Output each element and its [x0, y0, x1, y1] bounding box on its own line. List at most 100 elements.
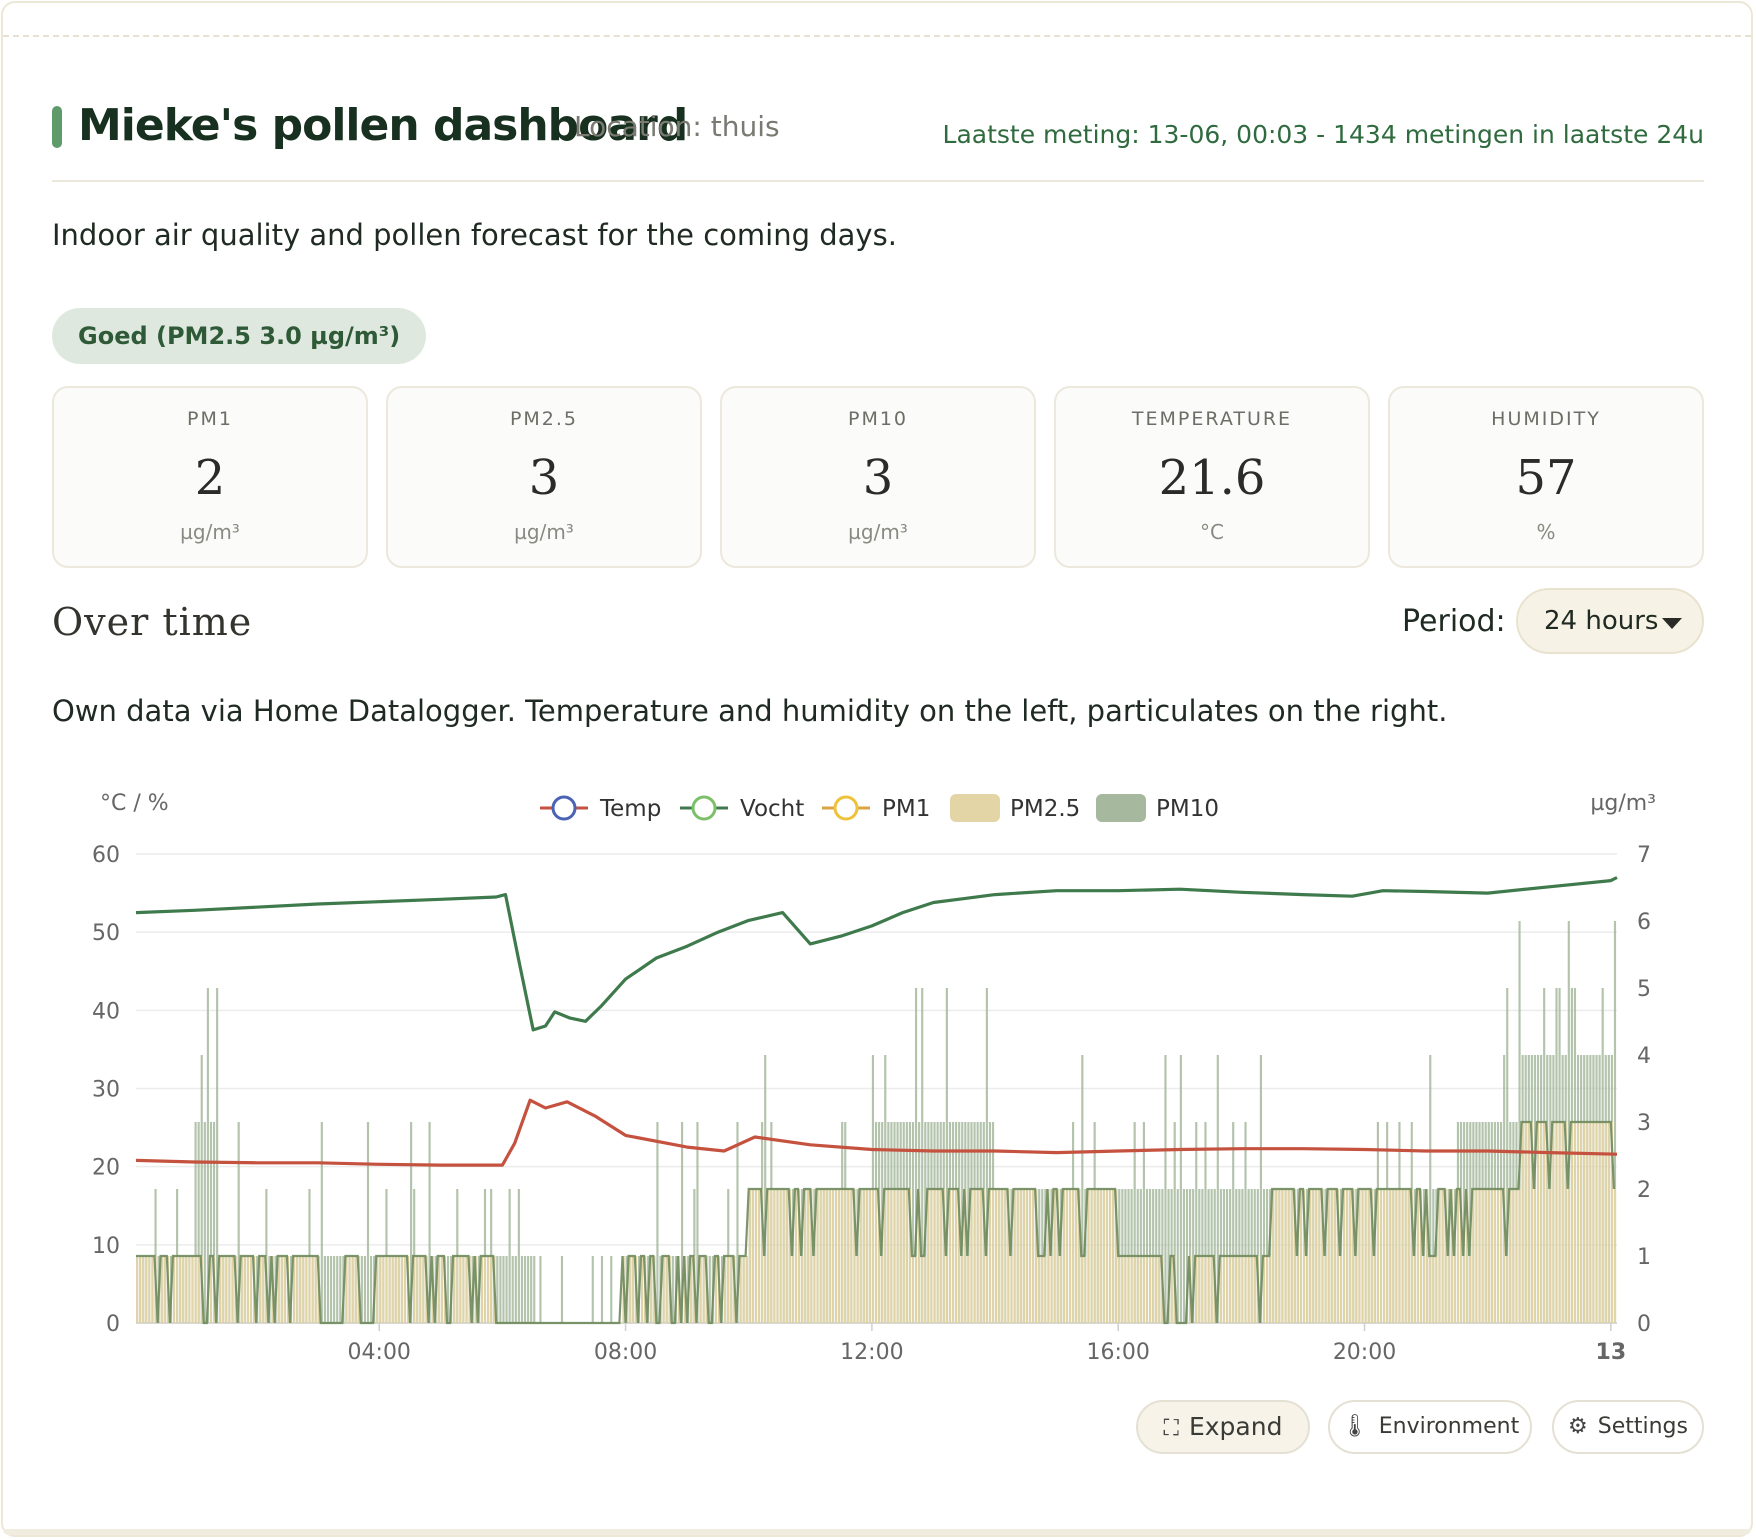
pm25-bar: [714, 1256, 718, 1323]
pm25-bar: [948, 1189, 952, 1323]
pm25-bar: [757, 1189, 761, 1323]
pm25-bar: [1370, 1189, 1373, 1323]
legend-item-pm25[interactable]: PM2.5: [950, 794, 1080, 822]
pm25-bar: [465, 1256, 468, 1323]
y-left-tick-label: 50: [92, 921, 120, 946]
y-left-axis-title: °C / %: [100, 791, 169, 816]
pm25-bar: [841, 1189, 844, 1323]
pm10-bar: [533, 1256, 536, 1323]
pm10-bar: [1232, 1122, 1235, 1323]
bottom-edge: [3, 1529, 1751, 1535]
pm25-bar: [1152, 1256, 1155, 1323]
metric-card-pm1: PM1 2 µg/m³: [52, 386, 368, 568]
pm10-bar: [1259, 1055, 1262, 1323]
legend-item-pm1[interactable]: PM1: [822, 795, 930, 822]
pm25-bar: [730, 1256, 733, 1323]
pm25-bar: [296, 1256, 299, 1323]
pm25-bar: [665, 1256, 668, 1323]
pm10-bar: [499, 1256, 502, 1323]
x-tick-label: 04:00: [348, 1340, 411, 1360]
pm25-bar: [951, 1189, 955, 1323]
legend-label: PM10: [1156, 796, 1219, 822]
pm25-bar: [650, 1256, 653, 1323]
pm25-bar: [751, 1189, 754, 1323]
legend-item-vocht[interactable]: Vocht: [680, 795, 804, 822]
pm25-bar: [1598, 1122, 1601, 1323]
pm10-bar: [1164, 1055, 1167, 1323]
pm25-bar: [1272, 1189, 1275, 1323]
metric-unit: µg/m³: [848, 520, 908, 544]
y-right-tick-label: 6: [1637, 910, 1651, 935]
pm25-bar: [1536, 1122, 1540, 1323]
pm25-bar: [209, 1256, 213, 1323]
pm25-bar: [628, 1256, 631, 1323]
pm25-bar: [1404, 1189, 1407, 1323]
pm25-bar: [942, 1189, 945, 1323]
pm25-bar: [810, 1189, 813, 1323]
pm10-bar: [428, 1122, 431, 1323]
period-select[interactable]: 24 hours: [1516, 588, 1704, 654]
series-line-temp: [135, 1098, 1618, 1167]
pm25-bar: [844, 1189, 847, 1323]
pm25-bar: [1515, 1189, 1518, 1323]
pm25-bar: [973, 1189, 976, 1323]
pm25-bar: [1586, 1122, 1589, 1323]
pm25-bar: [1287, 1189, 1290, 1323]
pm25-bar: [459, 1256, 462, 1323]
pm25-bar: [1506, 1256, 1509, 1323]
pm25-bar: [456, 1256, 459, 1323]
title-accent-bar: [52, 106, 62, 148]
pm25-bar: [1429, 1256, 1432, 1323]
pm25-bar: [240, 1256, 243, 1323]
pm10-bar: [985, 988, 988, 1323]
environment-button[interactable]: 🌡 Environment: [1328, 1400, 1532, 1454]
pm25-bar: [299, 1256, 302, 1323]
x-tick-label: 20:00: [1333, 1340, 1396, 1360]
pm25-bar: [1309, 1189, 1312, 1323]
pm25-bar: [403, 1256, 407, 1323]
legend-item-temp[interactable]: Temp: [540, 795, 661, 822]
pm10-bar: [523, 1256, 527, 1323]
pm25-bar: [995, 1189, 998, 1323]
pm25-bar: [1530, 1122, 1533, 1323]
chart-legend[interactable]: Temp Vocht PM1 PM2.5 PM10: [540, 794, 1219, 822]
pm25-bar: [1521, 1122, 1524, 1323]
expand-button[interactable]: ⛶ Expand: [1136, 1400, 1310, 1454]
pm25-bar: [807, 1189, 810, 1323]
pm25-bar: [1053, 1189, 1056, 1323]
pm10-bar: [736, 1122, 739, 1323]
pm25-bar: [249, 1256, 253, 1323]
pm10-bar: [336, 1256, 339, 1323]
legend-circle: [833, 795, 859, 821]
pm25-bar: [1589, 1122, 1592, 1323]
pm25-bar: [1312, 1189, 1315, 1323]
pm25-bar: [933, 1189, 936, 1323]
legend-item-pm10[interactable]: PM10: [1096, 794, 1219, 822]
pm25-bar: [1244, 1256, 1247, 1323]
pm25-bar: [1158, 1256, 1161, 1323]
metric-value: 3: [862, 450, 894, 506]
pm25-bar: [194, 1256, 197, 1323]
pm25-bar: [773, 1189, 776, 1323]
pm25-bar: [927, 1189, 930, 1323]
pm25-bar: [1124, 1256, 1127, 1323]
series-line-vocht: [135, 876, 1618, 1032]
metric-unit: µg/m³: [180, 520, 240, 544]
chart-axes: 0 10 20 30 40 50 60 0 1 2 3 4 5 6 7 °C / % µg/m³ 04:00 08:…: [92, 791, 1656, 1360]
pm10-bar: [339, 1256, 342, 1323]
pm25-bar: [936, 1189, 939, 1323]
pm25-bar: [745, 1256, 748, 1323]
pm25-bar: [1493, 1189, 1496, 1323]
pm10-bar: [209, 1122, 213, 1323]
period-label: Period:: [1402, 604, 1506, 639]
pm25-bar: [1102, 1189, 1105, 1323]
pm10-bar: [656, 1122, 659, 1323]
period-select-value: 24 hours: [1544, 606, 1659, 636]
pm25-bar: [967, 1256, 970, 1323]
dashboard-header: Mieke's pollen dashboard Location: thuis…: [52, 98, 1704, 182]
pm25-bar: [1561, 1122, 1564, 1323]
metric-value: 21.6: [1158, 450, 1266, 506]
pm25-bar: [1278, 1189, 1281, 1323]
pm25-bar: [1364, 1189, 1367, 1323]
settings-button[interactable]: ⚙ Settings: [1552, 1400, 1704, 1454]
